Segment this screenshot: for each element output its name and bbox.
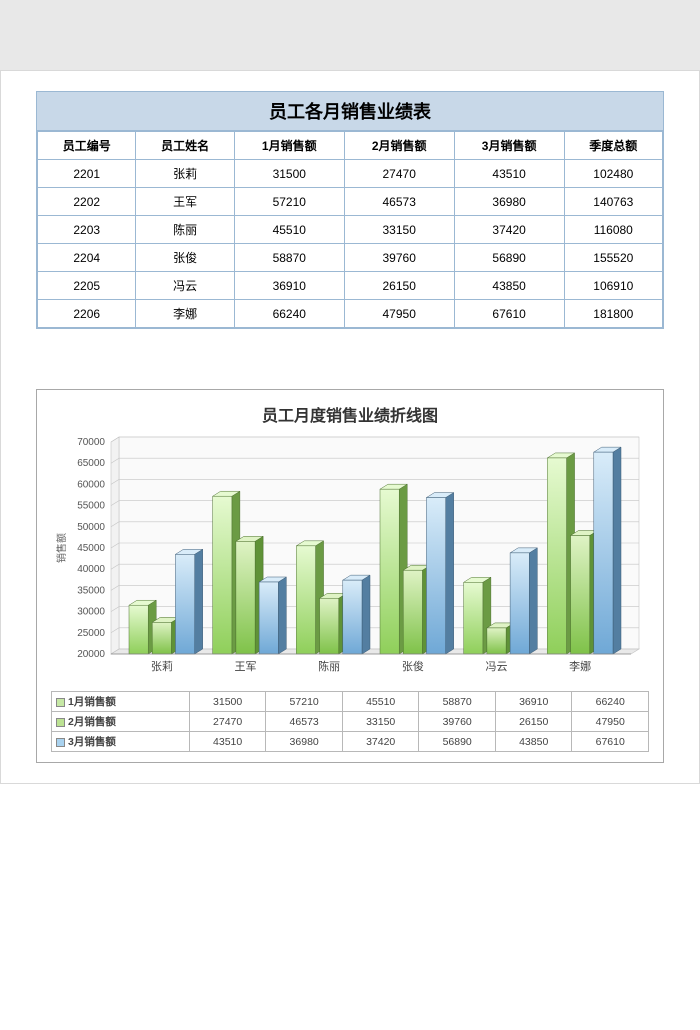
table-row: 2204张俊588703976056890155520 <box>38 244 663 272</box>
legend-series-label: 2月销售额 <box>52 712 190 732</box>
svg-text:25000: 25000 <box>77 628 105 639</box>
svg-text:王军: 王军 <box>235 660 257 673</box>
legend-row: 3月销售额435103698037420568904385067610 <box>52 732 649 752</box>
legend-value: 36910 <box>495 692 572 712</box>
chart-title: 员工月度销售业绩折线图 <box>51 402 649 426</box>
legend-value: 31500 <box>189 692 266 712</box>
legend-value: 66240 <box>572 692 649 712</box>
legend-value: 56890 <box>419 732 496 752</box>
legend-value: 36980 <box>266 732 343 752</box>
legend-value: 39760 <box>419 712 496 732</box>
cell: 37420 <box>454 216 564 244</box>
legend-value: 43510 <box>189 732 266 752</box>
cell: 43850 <box>454 272 564 300</box>
cell: 155520 <box>564 244 662 272</box>
cell: 31500 <box>234 160 344 188</box>
data-table: 员工编号员工姓名1月销售额2月销售额3月销售额季度总额 2201张莉315002… <box>37 131 663 328</box>
svg-text:60000: 60000 <box>77 479 105 490</box>
cell: 李娜 <box>136 300 234 328</box>
svg-text:35000: 35000 <box>77 585 105 596</box>
sales-chart: 员工月度销售业绩折线图 20000 25000 30000 35000 40000 450… <box>36 389 664 763</box>
cell: 58870 <box>234 244 344 272</box>
svg-text:65000: 65000 <box>77 458 105 469</box>
svg-text:40000: 40000 <box>77 564 105 575</box>
legend-value: 27470 <box>189 712 266 732</box>
chart-legend-table: 1月销售额3150057210455105887036910662402月销售额… <box>51 691 649 752</box>
table-row: 2202王军572104657336980140763 <box>38 188 663 216</box>
svg-text:张俊: 张俊 <box>402 659 424 673</box>
legend-series-label: 1月销售额 <box>52 692 190 712</box>
svg-text:30000: 30000 <box>77 607 105 618</box>
legend-value: 43850 <box>495 732 572 752</box>
cell: 2206 <box>38 300 136 328</box>
cell: 冯云 <box>136 272 234 300</box>
cell: 47950 <box>344 300 454 328</box>
table-row: 2203陈丽455103315037420116080 <box>38 216 663 244</box>
cell: 45510 <box>234 216 344 244</box>
svg-text:70000: 70000 <box>77 437 105 448</box>
svg-text:冯云: 冯云 <box>486 660 508 673</box>
svg-text:张莉: 张莉 <box>151 660 173 673</box>
legend-value: 26150 <box>495 712 572 732</box>
table-row: 2201张莉315002747043510102480 <box>38 160 663 188</box>
cell: 67610 <box>454 300 564 328</box>
cell: 57210 <box>234 188 344 216</box>
table-title: 员工各月销售业绩表 <box>37 92 663 131</box>
legend-value: 33150 <box>342 712 419 732</box>
svg-text:李娜: 李娜 <box>569 659 591 673</box>
cell: 2203 <box>38 216 136 244</box>
svg-text:50000: 50000 <box>77 522 105 533</box>
legend-value: 58870 <box>419 692 496 712</box>
cell: 181800 <box>564 300 662 328</box>
cell: 116080 <box>564 216 662 244</box>
column-header: 员工姓名 <box>136 132 234 160</box>
cell: 33150 <box>344 216 454 244</box>
cell: 102480 <box>564 160 662 188</box>
svg-text:55000: 55000 <box>77 501 105 512</box>
sales-table: 员工各月销售业绩表 员工编号员工姓名1月销售额2月销售额3月销售额季度总额 22… <box>36 91 664 329</box>
table-row: 2206李娜662404795067610181800 <box>38 300 663 328</box>
legend-value: 45510 <box>342 692 419 712</box>
cell: 66240 <box>234 300 344 328</box>
cell: 2202 <box>38 188 136 216</box>
cell: 王军 <box>136 188 234 216</box>
cell: 2201 <box>38 160 136 188</box>
cell: 张俊 <box>136 244 234 272</box>
legend-value: 57210 <box>266 692 343 712</box>
cell: 39760 <box>344 244 454 272</box>
cell: 46573 <box>344 188 454 216</box>
cell: 陈丽 <box>136 216 234 244</box>
legend-value: 67610 <box>572 732 649 752</box>
svg-text:45000: 45000 <box>77 543 105 554</box>
cell: 2204 <box>38 244 136 272</box>
legend-value: 37420 <box>342 732 419 752</box>
column-header: 3月销售额 <box>454 132 564 160</box>
legend-row: 2月销售额274704657333150397602615047950 <box>52 712 649 732</box>
column-header: 季度总额 <box>564 132 662 160</box>
legend-value: 47950 <box>572 712 649 732</box>
cell: 36980 <box>454 188 564 216</box>
cell: 56890 <box>454 244 564 272</box>
column-header: 员工编号 <box>38 132 136 160</box>
cell: 106910 <box>564 272 662 300</box>
column-header: 1月销售额 <box>234 132 344 160</box>
svg-text:20000: 20000 <box>77 649 105 660</box>
column-header: 2月销售额 <box>344 132 454 160</box>
chart-canvas: 20000 25000 30000 35000 40000 45000 50000 55000… <box>51 432 641 682</box>
cell: 36910 <box>234 272 344 300</box>
cell: 27470 <box>344 160 454 188</box>
svg-text:销售额: 销售额 <box>55 533 68 563</box>
table-row: 2205冯云369102615043850106910 <box>38 272 663 300</box>
cell: 2205 <box>38 272 136 300</box>
legend-series-label: 3月销售额 <box>52 732 190 752</box>
svg-text:陈丽: 陈丽 <box>318 659 340 673</box>
cell: 140763 <box>564 188 662 216</box>
cell: 张莉 <box>136 160 234 188</box>
cell: 43510 <box>454 160 564 188</box>
legend-value: 46573 <box>266 712 343 732</box>
cell: 26150 <box>344 272 454 300</box>
legend-row: 1月销售额315005721045510588703691066240 <box>52 692 649 712</box>
